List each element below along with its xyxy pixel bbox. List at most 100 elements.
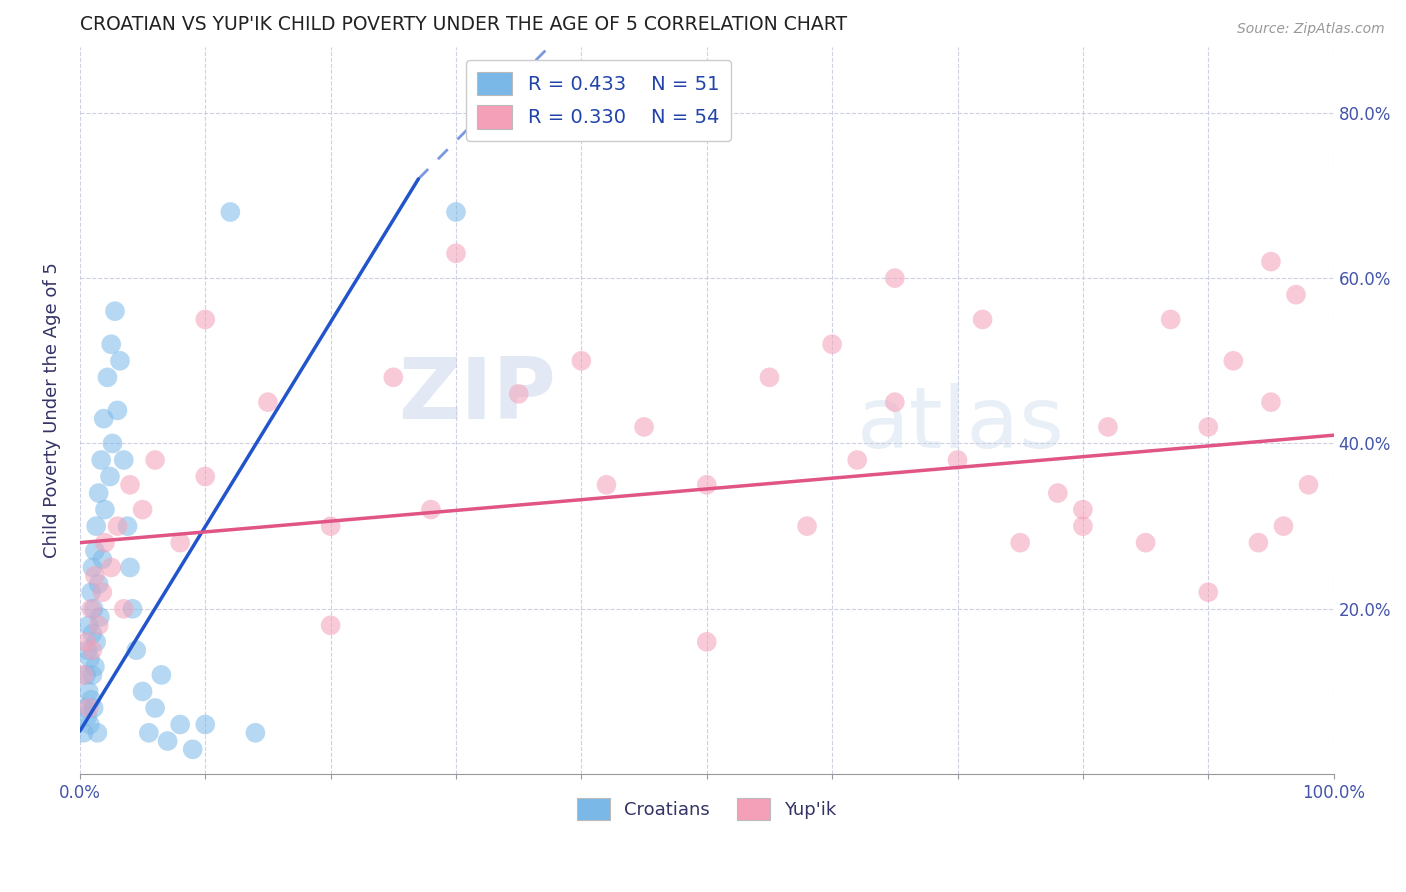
Point bbox=[79, 651, 101, 665]
Point bbox=[73, 701, 96, 715]
Point bbox=[94, 502, 117, 516]
Text: ZIP: ZIP bbox=[398, 354, 557, 437]
Point bbox=[1097, 420, 1119, 434]
Point bbox=[1010, 535, 1032, 549]
Point bbox=[1247, 535, 1270, 549]
Text: atlas: atlas bbox=[858, 384, 1066, 467]
Point bbox=[194, 469, 217, 483]
Point bbox=[87, 618, 110, 632]
Point bbox=[883, 271, 905, 285]
Point bbox=[82, 560, 104, 574]
Point bbox=[76, 709, 98, 723]
Point bbox=[194, 312, 217, 326]
Legend: Croatians, Yup'ik: Croatians, Yup'ik bbox=[569, 790, 844, 827]
Point bbox=[112, 453, 135, 467]
Point bbox=[444, 246, 467, 260]
Point bbox=[883, 395, 905, 409]
Point bbox=[91, 585, 114, 599]
Point bbox=[77, 701, 100, 715]
Point bbox=[156, 734, 179, 748]
Point bbox=[84, 519, 107, 533]
Point bbox=[796, 519, 818, 533]
Point bbox=[86, 726, 108, 740]
Point bbox=[87, 577, 110, 591]
Point bbox=[83, 701, 105, 715]
Point bbox=[84, 544, 107, 558]
Point bbox=[219, 205, 242, 219]
Point bbox=[245, 726, 267, 740]
Point bbox=[1135, 535, 1157, 549]
Point bbox=[1298, 477, 1320, 491]
Point bbox=[1197, 585, 1219, 599]
Point bbox=[89, 610, 111, 624]
Point bbox=[138, 726, 160, 740]
Point bbox=[118, 477, 141, 491]
Point bbox=[83, 602, 105, 616]
Point bbox=[84, 635, 107, 649]
Point bbox=[143, 701, 166, 715]
Point bbox=[846, 453, 869, 467]
Point bbox=[100, 337, 122, 351]
Point bbox=[121, 602, 143, 616]
Point bbox=[82, 626, 104, 640]
Point bbox=[125, 643, 148, 657]
Y-axis label: Child Poverty Under the Age of 5: Child Poverty Under the Age of 5 bbox=[44, 262, 60, 558]
Point bbox=[108, 353, 131, 368]
Point bbox=[419, 502, 441, 516]
Point bbox=[319, 519, 342, 533]
Point bbox=[194, 717, 217, 731]
Point bbox=[107, 403, 129, 417]
Point bbox=[104, 304, 127, 318]
Point bbox=[76, 643, 98, 657]
Point bbox=[79, 717, 101, 731]
Point bbox=[382, 370, 405, 384]
Text: CROATIAN VS YUP'IK CHILD POVERTY UNDER THE AGE OF 5 CORRELATION CHART: CROATIAN VS YUP'IK CHILD POVERTY UNDER T… bbox=[80, 15, 846, 34]
Point bbox=[91, 552, 114, 566]
Point bbox=[508, 387, 530, 401]
Point bbox=[143, 453, 166, 467]
Point bbox=[98, 469, 121, 483]
Point bbox=[1272, 519, 1295, 533]
Text: Source: ZipAtlas.com: Source: ZipAtlas.com bbox=[1237, 22, 1385, 37]
Point bbox=[84, 568, 107, 582]
Point bbox=[595, 477, 617, 491]
Point bbox=[696, 635, 718, 649]
Point bbox=[90, 453, 112, 467]
Point bbox=[1285, 287, 1308, 301]
Point bbox=[821, 337, 844, 351]
Point bbox=[96, 370, 118, 384]
Point bbox=[131, 502, 153, 516]
Point bbox=[87, 486, 110, 500]
Point bbox=[1197, 420, 1219, 434]
Point bbox=[972, 312, 994, 326]
Point bbox=[1071, 519, 1094, 533]
Point bbox=[444, 205, 467, 219]
Point bbox=[94, 535, 117, 549]
Point bbox=[77, 684, 100, 698]
Point bbox=[633, 420, 655, 434]
Point bbox=[1260, 395, 1282, 409]
Point bbox=[75, 668, 97, 682]
Point bbox=[118, 560, 141, 574]
Point bbox=[257, 395, 280, 409]
Point bbox=[150, 668, 173, 682]
Point bbox=[117, 519, 139, 533]
Point bbox=[93, 411, 115, 425]
Point bbox=[80, 602, 103, 616]
Point bbox=[80, 692, 103, 706]
Point bbox=[72, 726, 94, 740]
Point bbox=[112, 602, 135, 616]
Point bbox=[758, 370, 780, 384]
Point bbox=[1222, 353, 1244, 368]
Point bbox=[107, 519, 129, 533]
Point bbox=[80, 585, 103, 599]
Point bbox=[319, 618, 342, 632]
Point bbox=[82, 643, 104, 657]
Point bbox=[1071, 502, 1094, 516]
Point bbox=[77, 618, 100, 632]
Point bbox=[75, 635, 97, 649]
Point bbox=[1260, 254, 1282, 268]
Point bbox=[82, 668, 104, 682]
Point bbox=[101, 436, 124, 450]
Point bbox=[131, 684, 153, 698]
